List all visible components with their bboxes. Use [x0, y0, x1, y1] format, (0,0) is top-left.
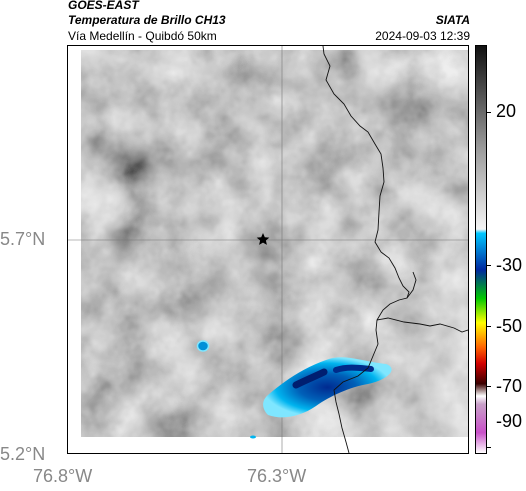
satellite-map[interactable]	[67, 45, 469, 454]
cold-cloud-core	[263, 357, 392, 418]
location-subtitle: Vía Medellín - Quibdó 50km	[68, 29, 217, 43]
department-boundary-east	[376, 317, 468, 333]
department-boundary	[322, 46, 410, 453]
star-icon[interactable]	[256, 233, 270, 245]
lon-label-76-3: 76.3°W	[247, 466, 307, 486]
satellite-title: GOES-EAST	[68, 0, 139, 12]
colorbar-label-20: 20	[496, 101, 517, 121]
datetime-label: 2024-09-03 12:39	[375, 29, 470, 43]
colorbar-label-minus-90: -90	[496, 411, 523, 431]
colorbar-label-minus-70: -70	[496, 376, 523, 396]
lat-label-5-2: 5.2°N	[0, 444, 46, 464]
colorbar	[475, 45, 487, 454]
small-cold-cloud	[196, 340, 210, 352]
colorbar-label-minus-30: -30	[496, 255, 523, 275]
org-label: SIATA	[435, 13, 470, 27]
colorbar-label-minus-50: -50	[496, 316, 523, 336]
lat-label-5-7: 5.7°N	[0, 229, 46, 249]
map-canvas	[68, 46, 468, 453]
product-title: Temperatura de Brillo CH13	[68, 13, 226, 27]
lon-label-76-8: 76.8°W	[33, 466, 93, 486]
